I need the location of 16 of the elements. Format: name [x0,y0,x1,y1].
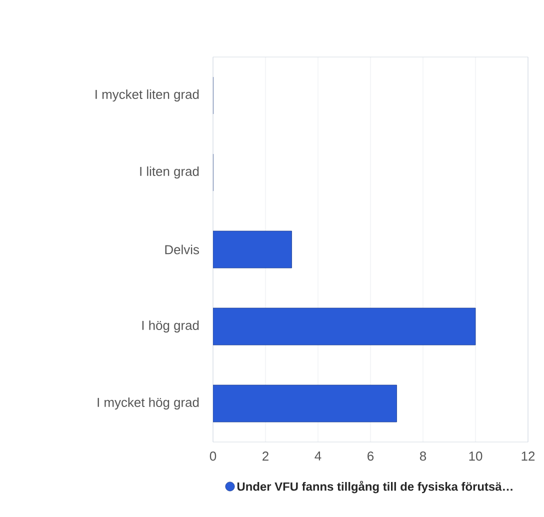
x-tick-label: 8 [420,452,426,461]
legend-label: Under VFU fanns tillgång till de fysiska förutsä… [237,480,512,494]
y-tick-label: Delvis [165,244,200,254]
x-tick-label: 6 [368,452,374,461]
x-tick-label: 0 [210,452,216,461]
x-tick-label: 4 [314,452,322,460]
y-tick-label: I liten grad [140,166,199,179]
bar [213,230,292,268]
x-tick-label: 10 [469,452,482,461]
bar [213,384,397,422]
y-tick-label: I hög grad [142,320,199,333]
y-tick-label: I mycket liten grad [96,89,199,102]
x-tick-label: 2 [262,452,268,461]
bar [213,308,476,346]
y-tick-label: I mycket hög grad [98,397,199,410]
x-tick-label: 12 [522,452,535,461]
